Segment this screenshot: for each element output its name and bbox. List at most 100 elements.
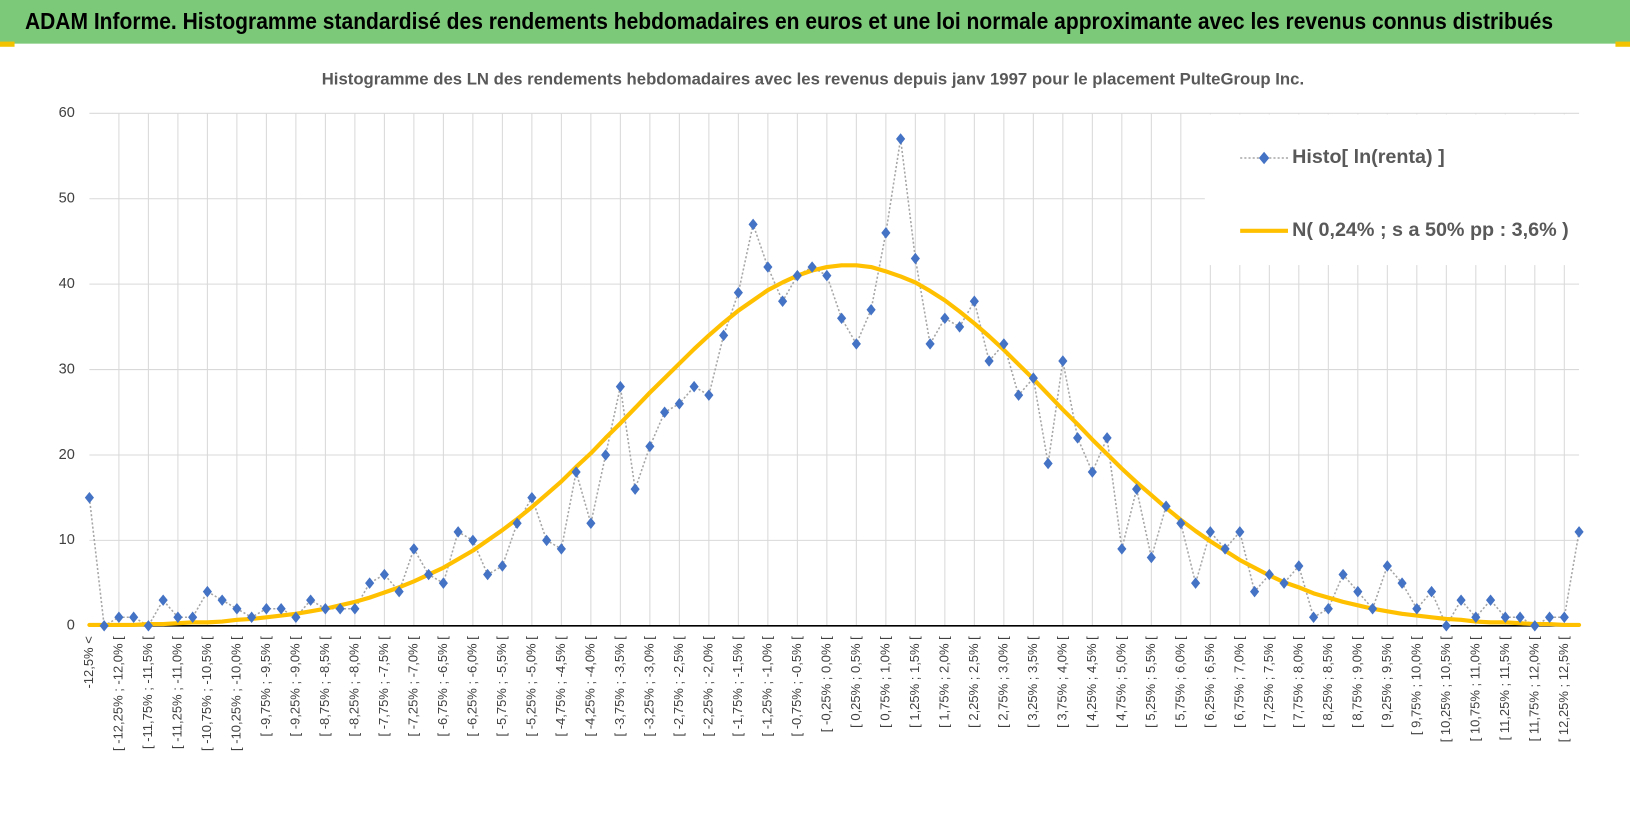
data-point bbox=[217, 594, 227, 606]
data-point bbox=[320, 603, 330, 615]
x-tick-label: [ -0,25% ; 0,0% [ bbox=[818, 636, 833, 732]
data-point bbox=[335, 603, 345, 615]
data-point bbox=[969, 295, 979, 307]
data-point bbox=[188, 611, 198, 623]
x-tick-label: [ -5,25% ; -5,0% [ bbox=[523, 636, 538, 737]
x-tick-label: -12,5% < bbox=[81, 636, 96, 688]
data-point bbox=[601, 449, 611, 461]
data-point bbox=[1471, 611, 1481, 623]
data-point bbox=[896, 133, 906, 145]
data-point bbox=[1456, 594, 1466, 606]
y-tick-label: 40 bbox=[59, 276, 75, 292]
data-point bbox=[512, 517, 522, 530]
grid: 0 10 20 30 40 50 60 -12,5% < [ -12,25% ; -12,0% … bbox=[59, 105, 1580, 751]
x-tick-label: [ -0,75% ; -0,5% [ bbox=[789, 636, 804, 737]
x-tick-label: [ -1,25% ; -1,0% [ bbox=[759, 636, 774, 737]
data-point bbox=[1117, 543, 1127, 555]
data-point bbox=[1087, 466, 1097, 478]
data-point bbox=[114, 611, 124, 623]
data-point bbox=[1485, 594, 1496, 606]
data-point bbox=[1426, 585, 1437, 598]
data-point bbox=[247, 611, 257, 623]
legend-marker bbox=[1258, 151, 1270, 165]
data-point bbox=[1028, 372, 1038, 384]
x-tick-label: [ 10,25% ; 10,5% [ bbox=[1438, 636, 1453, 742]
data-point bbox=[365, 577, 375, 589]
y-tick-label: 20 bbox=[59, 447, 75, 463]
data-point bbox=[1397, 577, 1407, 589]
data-point bbox=[1058, 355, 1068, 367]
data-point bbox=[129, 611, 139, 623]
x-tick-label: [ -7,75% ; -7,5% [ bbox=[376, 636, 391, 737]
legend: Histo[ ln(renta) ] N( 0,24% ; s a 50% pp … bbox=[1204, 114, 1580, 266]
data-point bbox=[1250, 585, 1260, 598]
x-tick-label: [ 3,25% ; 3,5% [ bbox=[1025, 636, 1040, 728]
x-tick-label: [ 1,25% ; 1,5% [ bbox=[907, 636, 922, 728]
data-point bbox=[394, 585, 404, 598]
legend-label: Histo[ ln(renta) ] bbox=[1292, 146, 1445, 168]
x-tick-label: [ -2,75% ; -2,5% [ bbox=[671, 636, 686, 737]
x-tick-label: [ -2,25% ; -2,0% [ bbox=[700, 636, 715, 737]
data-point bbox=[1043, 457, 1053, 470]
data-point bbox=[704, 389, 714, 401]
legend-box bbox=[1204, 114, 1580, 266]
x-tick-label: [ 6,25% ; 6,5% [ bbox=[1202, 636, 1217, 728]
x-tick-label: [ 12,25% ; 12,5% [ bbox=[1556, 636, 1571, 742]
x-tick-label: [ -6,75% ; -6,5% [ bbox=[435, 636, 450, 737]
header-accent bbox=[0, 41, 15, 47]
chart-title: Histogramme des LN des rendements hebdom… bbox=[322, 69, 1304, 88]
data-point bbox=[1191, 577, 1201, 589]
legend-label: N( 0,24% ; s a 50% pp : 3,6% ) bbox=[1292, 219, 1569, 241]
data-point bbox=[1559, 611, 1569, 623]
y-tick-label: 30 bbox=[59, 361, 75, 377]
data-point bbox=[1014, 389, 1024, 401]
data-point bbox=[1500, 611, 1510, 623]
y-tick-label: 50 bbox=[59, 191, 75, 207]
data-point bbox=[674, 398, 684, 410]
header-accent bbox=[1615, 41, 1630, 47]
x-tick-label: [ 10,75% ; 11,0% [ bbox=[1467, 636, 1482, 742]
x-tick-label: [ -4,25% ; -4,0% [ bbox=[582, 636, 597, 737]
x-tick-label: [ 8,25% ; 8,5% [ bbox=[1320, 636, 1335, 728]
x-tick-label: [ -3,25% ; -3,0% [ bbox=[641, 636, 656, 737]
x-tick-label: [ -1,75% ; -1,5% [ bbox=[730, 636, 745, 737]
x-tick-label: [ 2,25% ; 2,5% [ bbox=[966, 636, 981, 728]
x-tick-label: [ 9,75% ; 10,0% [ bbox=[1408, 636, 1423, 735]
x-tick-label: [ -4,75% ; -4,5% [ bbox=[553, 636, 568, 737]
data-point bbox=[1294, 560, 1304, 572]
x-tick-label: [ 11,25% ; 11,5% [ bbox=[1497, 636, 1512, 741]
x-tick-label: [ -7,25% ; -7,0% [ bbox=[405, 636, 420, 737]
data-point bbox=[1220, 543, 1230, 555]
data-point bbox=[1132, 483, 1142, 495]
data-point bbox=[778, 295, 788, 307]
x-tick-label: [ -12,25% ; -12,0% [ bbox=[110, 636, 125, 751]
y-tick-label: 60 bbox=[59, 105, 75, 121]
data-point bbox=[1353, 585, 1363, 598]
data-point bbox=[1574, 526, 1584, 538]
data-point bbox=[1235, 526, 1245, 538]
x-tick-label: [ 4,75% ; 5,0% [ bbox=[1113, 636, 1128, 728]
data-point bbox=[645, 440, 655, 453]
data-point bbox=[925, 338, 935, 350]
x-tick-label: [ -8,25% ; -8,0% [ bbox=[346, 636, 361, 737]
data-point bbox=[497, 560, 507, 572]
data-point bbox=[1161, 500, 1171, 512]
x-tick-label: [ 7,25% ; 7,5% [ bbox=[1261, 636, 1276, 728]
data-point bbox=[1146, 551, 1156, 564]
x-tick-label: [ 1,75% ; 2,0% [ bbox=[936, 636, 951, 728]
data-point bbox=[586, 517, 596, 530]
x-tick-label: [ -11,25% ; -11,0% [ bbox=[169, 636, 184, 749]
series-line bbox=[87, 263, 1582, 628]
x-tick-label: [ -9,25% ; -9,0% [ bbox=[287, 636, 302, 737]
data-point bbox=[202, 585, 212, 598]
x-tick-label: [ -10,25% ; -10,0% [ bbox=[228, 636, 243, 751]
x-tick-label: [ -3,75% ; -3,5% [ bbox=[612, 636, 627, 737]
data-point bbox=[1073, 432, 1083, 444]
data-point bbox=[866, 304, 876, 316]
x-tick-label: [ -8,75% ; -8,5% [ bbox=[317, 636, 332, 737]
data-point bbox=[350, 603, 360, 615]
data-point bbox=[1279, 577, 1289, 589]
x-tick-label: [ 6,75% ; 7,0% [ bbox=[1231, 636, 1246, 728]
x-tick-label: [ -5,75% ; -5,5% [ bbox=[494, 636, 509, 737]
